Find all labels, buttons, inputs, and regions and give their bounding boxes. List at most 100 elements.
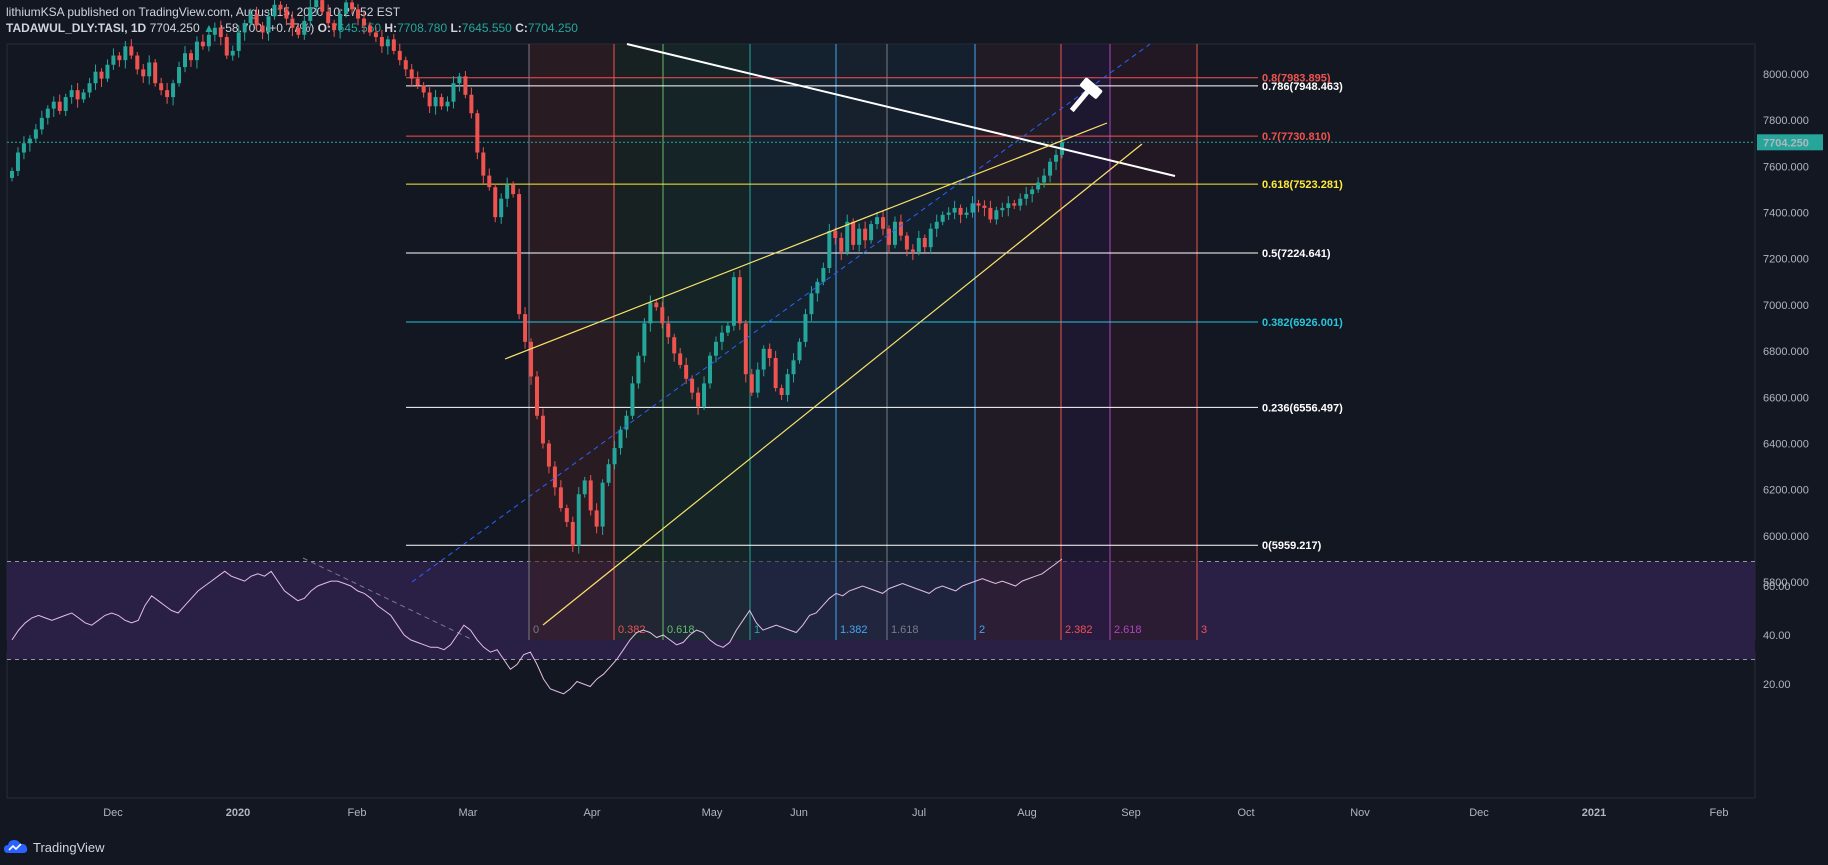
time-tick-label: Feb bbox=[348, 807, 367, 819]
candle-body bbox=[588, 480, 593, 511]
candle-body bbox=[1030, 189, 1035, 195]
candle-body bbox=[1024, 194, 1029, 199]
fib-level-label: 0.7(7730.810) bbox=[1262, 131, 1331, 143]
candle-body bbox=[892, 221, 897, 245]
candle-body bbox=[719, 332, 724, 342]
candle-body bbox=[648, 302, 653, 324]
candle-body bbox=[946, 212, 951, 215]
candle-body bbox=[570, 521, 575, 546]
candle-body bbox=[105, 64, 110, 79]
tradingview-logo[interactable]: TradingView bbox=[4, 835, 105, 859]
candle-body bbox=[463, 76, 468, 95]
candle-body bbox=[367, 25, 372, 33]
candle-body bbox=[403, 60, 408, 70]
fib-time-zone-band bbox=[887, 44, 975, 640]
candle-body bbox=[421, 85, 426, 93]
candle-body bbox=[564, 508, 569, 522]
price-tick-label: 7800.000 bbox=[1763, 115, 1809, 127]
candle-body bbox=[10, 170, 14, 178]
candle-body bbox=[230, 50, 235, 56]
candle-body bbox=[344, 2, 349, 14]
fib-level-label: 0.618(7523.281) bbox=[1262, 179, 1343, 191]
candle-body bbox=[165, 90, 170, 98]
candle-body bbox=[87, 83, 92, 93]
candle-body bbox=[517, 194, 522, 315]
descending-trendline bbox=[626, 43, 1176, 177]
fib-time-zone-label: 2.618 bbox=[1114, 624, 1142, 636]
candle-body bbox=[666, 323, 671, 338]
candle-body bbox=[654, 302, 659, 308]
candle-body bbox=[147, 62, 152, 77]
fib-level-label: 0.236(6556.497) bbox=[1262, 402, 1343, 414]
fib-time-zone-label: 0.382 bbox=[618, 624, 646, 636]
candle-body bbox=[69, 90, 74, 98]
candle-body bbox=[475, 113, 480, 153]
time-tick-label: Jul bbox=[912, 807, 926, 819]
candle-body bbox=[415, 78, 420, 86]
candle-body bbox=[200, 41, 205, 47]
candle-body bbox=[326, 11, 331, 24]
fib-time-zone-band bbox=[663, 44, 750, 640]
candle-body bbox=[636, 355, 641, 384]
candle-body bbox=[111, 55, 116, 65]
candle-body bbox=[576, 494, 581, 546]
candle-body bbox=[779, 388, 784, 395]
candle-body bbox=[737, 277, 742, 324]
candle-body bbox=[791, 360, 796, 375]
candle-body bbox=[27, 138, 32, 144]
candle-body bbox=[1042, 175, 1047, 183]
candle-body bbox=[242, 23, 247, 33]
candle-body bbox=[606, 464, 611, 483]
candle-body bbox=[356, 9, 361, 19]
fib-time-zone-band bbox=[975, 44, 1061, 640]
candle-body bbox=[21, 143, 26, 153]
candle-body bbox=[499, 198, 504, 218]
candle-body bbox=[75, 90, 80, 100]
candle-body bbox=[678, 353, 683, 365]
fib-level-label: 0.8(7983.895) bbox=[1262, 73, 1331, 85]
candle-body bbox=[81, 92, 86, 100]
candle-body bbox=[379, 37, 384, 47]
candle-body bbox=[743, 323, 748, 375]
last-price-badge-text: 7704.250 bbox=[1763, 137, 1809, 149]
candle-body bbox=[934, 221, 939, 229]
candle-body bbox=[194, 41, 199, 61]
candle-body bbox=[761, 348, 766, 370]
price-tick-label: 6200.000 bbox=[1763, 485, 1809, 497]
last-price-badge bbox=[1757, 134, 1823, 151]
candle-body bbox=[546, 443, 551, 467]
candle-body bbox=[886, 228, 891, 245]
candle-body bbox=[141, 69, 146, 77]
candle-body bbox=[976, 203, 981, 206]
candle-body bbox=[809, 293, 814, 315]
fib-level-label: 0.5(7224.641) bbox=[1262, 248, 1331, 260]
candle-body bbox=[135, 55, 140, 70]
candle-body bbox=[970, 203, 975, 213]
fib-time-zone-band bbox=[836, 44, 887, 640]
time-tick-label: Dec bbox=[1469, 807, 1489, 819]
publish-info: lithiumKSA published on TradingView.com,… bbox=[6, 5, 401, 19]
candle-body bbox=[487, 175, 492, 188]
fib-time-zone-band bbox=[750, 44, 836, 640]
candle-body bbox=[684, 364, 689, 379]
price-tick-label: 6800.000 bbox=[1763, 346, 1809, 358]
gavel-icon bbox=[1069, 77, 1103, 113]
candle-body bbox=[857, 228, 862, 245]
candle-body bbox=[845, 221, 850, 252]
candle-body bbox=[552, 466, 557, 488]
candle-body bbox=[540, 415, 545, 444]
candle-body bbox=[612, 448, 617, 465]
candle-body bbox=[785, 374, 790, 395]
fib-time-zone-label: 0 bbox=[533, 624, 539, 636]
candle-body bbox=[153, 62, 158, 84]
candle-body bbox=[797, 341, 802, 361]
candle-body bbox=[391, 39, 396, 51]
candle-body bbox=[964, 212, 969, 215]
candle-body bbox=[875, 217, 880, 225]
candle-body bbox=[672, 337, 677, 354]
candle-body bbox=[1018, 198, 1023, 206]
candle-body bbox=[278, 4, 283, 10]
candle-body bbox=[731, 277, 736, 326]
candle-body bbox=[535, 376, 539, 416]
